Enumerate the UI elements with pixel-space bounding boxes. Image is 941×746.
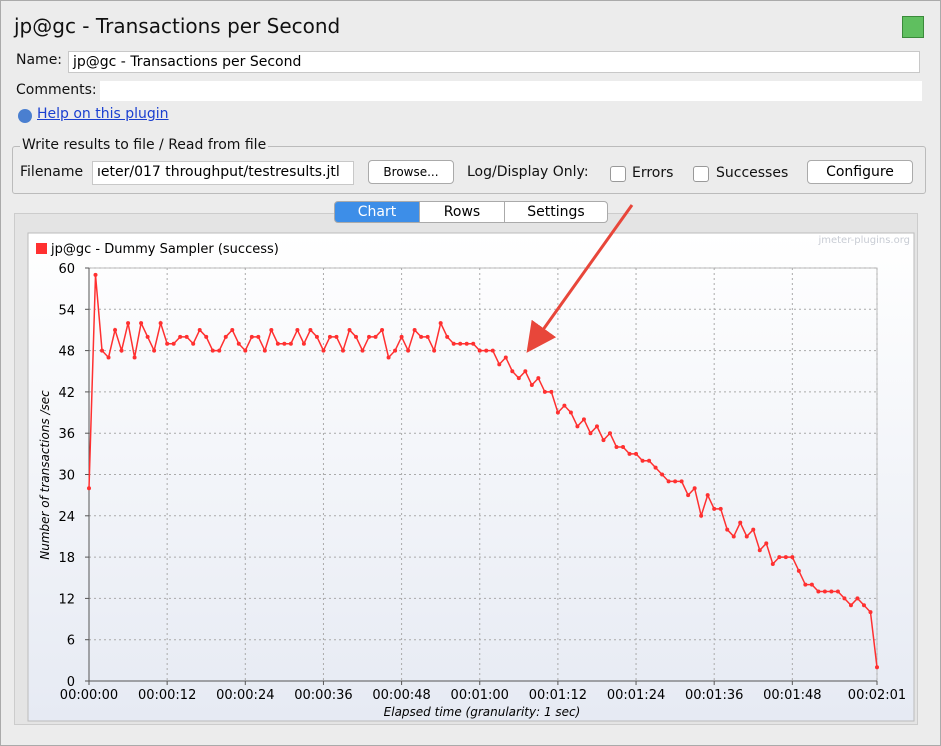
name-label: Name: <box>16 52 63 68</box>
filename-field[interactable]: ıeter/017 throughput/testresults.jtl <box>92 161 354 185</box>
info-icon <box>18 109 32 123</box>
tab-settings[interactable]: Settings <box>504 201 608 223</box>
file-group <box>12 146 926 194</box>
comments-label: Comments: <box>16 82 97 98</box>
comments-field[interactable] <box>100 81 922 101</box>
tab-chart[interactable]: Chart <box>334 201 420 223</box>
filename-label: Filename <box>20 164 84 180</box>
expand-icon[interactable] <box>902 16 924 38</box>
file-group-title: Write results to file / Read from file <box>20 137 269 153</box>
successes-label: Successes <box>716 165 789 181</box>
log-label: Log/Display Only: <box>467 164 589 180</box>
help-link[interactable]: Help on this plugin <box>37 106 169 122</box>
browse-button[interactable]: Browse... <box>368 160 454 184</box>
name-field[interactable]: jp@gc - Transactions per Second <box>68 51 920 73</box>
window-title: jp@gc - Transactions per Second <box>14 14 341 38</box>
chart-panel <box>14 213 918 725</box>
errors-checkbox[interactable] <box>610 166 626 182</box>
successes-checkbox[interactable] <box>693 166 709 182</box>
tab-rows[interactable]: Rows <box>419 201 505 223</box>
configure-button[interactable]: Configure <box>807 160 913 184</box>
errors-label: Errors <box>632 165 674 181</box>
